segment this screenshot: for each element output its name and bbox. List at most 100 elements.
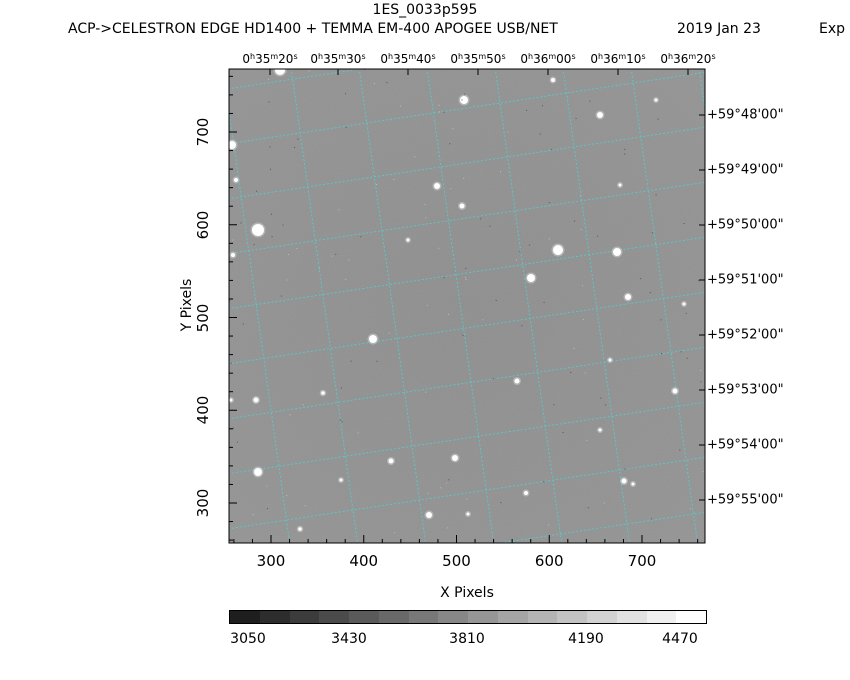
star [618,183,622,187]
noise-pixel [438,247,440,249]
dec-grid-line [229,236,705,310]
dec-grid-line [229,69,363,90]
noise-pixel [350,360,352,362]
noise-pixel [308,70,310,72]
observation-date: 2019 Jan 23 [677,21,761,37]
noise-pixel [586,439,588,441]
dec-grid-line [229,291,705,365]
noise-pixel [233,427,235,429]
noise-pixel [482,319,484,321]
noise-pixel [480,218,482,220]
noise-pixel [282,224,284,226]
noise-pixel [296,248,298,250]
ra-grid-line [290,69,359,543]
noise-pixel [287,253,289,255]
noise-pixel [348,259,350,261]
dec-tick-label: +59°50'00" [707,217,784,233]
ra-grid-line [766,60,836,560]
ra-tick-label: 0h36m10s [590,52,646,66]
noise-pixel [655,194,657,196]
noise-pixel [649,292,651,294]
noise-pixel [463,177,465,179]
star [621,478,627,484]
noise-pixel [465,267,467,269]
noise-pixel [271,213,273,215]
noise-pixel [680,351,682,353]
noise-pixel [521,325,523,327]
star [434,183,440,189]
star [388,458,394,464]
noise-pixel [271,236,273,238]
star [553,245,563,255]
noise-pixel [289,414,291,416]
noise-pixel [345,126,347,128]
x-tick-label: 400 [349,552,379,570]
star [229,141,236,149]
noise-pixel [700,381,702,383]
x-tick-label: 700 [627,552,657,570]
noise-pixel [600,397,602,399]
noise-pixel [240,222,242,224]
noise-pixel [253,243,255,245]
noise-pixel [386,82,388,84]
star [252,224,264,236]
star [459,203,465,209]
noise-pixel [424,203,426,205]
dec-tick-label: +59°49'00" [707,162,784,178]
dec-tick-label: +59°53'00" [707,382,784,398]
noise-pixel [414,156,416,158]
dec-grid-line [220,620,720,680]
star [682,302,686,306]
noise-pixel [700,370,702,372]
star [598,428,602,432]
dec-tick-label: +59°52'00" [707,327,784,343]
ra-grid-line [426,69,495,543]
noise-pixel [651,232,653,234]
noise-pixel [679,449,681,451]
y-tick-label: 700 [194,117,212,147]
colorbar-step [289,611,320,623]
noise-pixel [229,299,231,301]
dec-grid-line [229,126,705,200]
x-axis-label: X Pixels [440,585,494,601]
noise-pixel [286,279,288,281]
noise-pixel [462,334,464,336]
ra-tick-label: 0h36m00s [520,52,576,66]
noise-pixel [603,502,605,504]
noise-pixel [447,527,449,529]
noise-pixel [548,202,550,204]
ra-tick-label: 0h36m20s [660,52,716,66]
dec-grid-line [229,181,705,255]
star [275,69,285,75]
ra-tick-label: 0h35m20s [242,52,298,66]
colorbar-step [646,611,677,623]
noise-pixel [286,495,288,497]
noise-pixel [493,378,495,380]
colorbar-step [527,611,558,623]
colorbar-step [616,611,647,623]
noise-pixel [269,168,271,170]
star [339,478,343,482]
noise-pixel [252,514,254,516]
noise-pixel [461,99,463,101]
noise-pixel [335,253,337,255]
noise-pixel [495,299,497,301]
star [654,98,658,102]
colorbar-step [497,611,528,623]
colorbar-step [319,611,349,623]
noise-pixel [364,69,366,71]
dec-grid-line [229,71,705,145]
noise-pixel [341,421,343,423]
colorbar-label: 4470 [662,631,698,647]
noise-pixel [541,105,543,107]
noise-pixel [294,147,296,149]
dec-grid-line [229,346,705,420]
exposure-label: Exp [819,21,846,37]
noise-pixel [268,101,270,103]
noise-pixel [426,304,428,306]
star [672,388,678,394]
noise-pixel [543,301,545,303]
colorbar-step [349,611,379,623]
dec-tick-label: +59°48'00" [707,107,784,123]
dec-grid-line [220,565,720,640]
